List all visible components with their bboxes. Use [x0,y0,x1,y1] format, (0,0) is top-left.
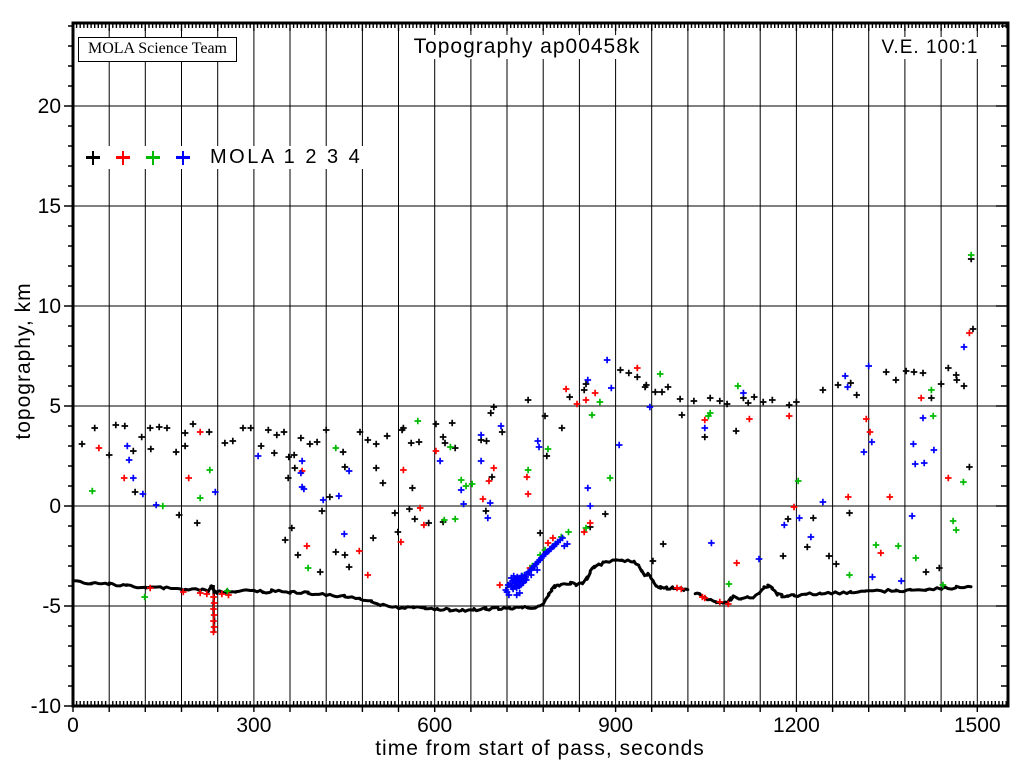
legend-marker-mola4 [176,150,190,165]
legend-label: MOLA 1 2 3 4 [210,146,363,168]
scatter-mola2 [95,329,973,636]
y-tick-label: 15 [38,195,61,218]
vertical-exaggeration-label: V.E. 100:1 [875,37,985,59]
x-tick-label: 900 [598,714,633,737]
tick-label-layer: 0 300 600 900 1200 1500 20 15 10 5 0 -5 -10 [31,95,1001,737]
y-tick-label: 0 [49,495,61,518]
scatter-mola3 [89,251,975,601]
grid-layer [73,23,1008,706]
border-layer [71,21,1010,708]
scatter-mola4 [124,343,968,599]
y-axis-title: topography, km [12,282,35,440]
scatter-mola1 [78,255,977,576]
team-box-label: MOLA Science Team [88,40,227,57]
y-tick-label: -10 [31,695,61,718]
legend: MOLA 1 2 3 4 [86,146,369,169]
x-tick-label: 0 [67,714,79,737]
y-tick-label: -5 [42,595,61,618]
y-tick-label: 5 [49,395,61,418]
legend-marker-mola1 [86,150,100,165]
y-tick-label: 10 [38,295,61,318]
team-box: MOLA Science Team [78,37,237,62]
x-axis-title: time from start of pass, seconds [375,737,705,761]
y-tick-label: 20 [38,95,61,118]
legend-marker-mola2 [116,150,130,165]
plot-border [71,21,1010,708]
x-tick-label: 300 [236,714,271,737]
x-tick-label: 600 [417,714,452,737]
x-tick-label: 1500 [954,714,1001,737]
tick-layer [64,23,1008,712]
x-tick-label: 1200 [773,714,820,737]
legend-marker-mola3 [146,150,160,165]
plot-title: Topography ap00458k [405,35,649,59]
